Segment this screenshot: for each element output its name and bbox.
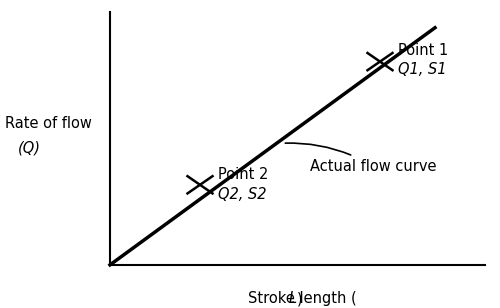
Text: Point 2: Point 2 [218,167,268,181]
Text: Q2, S2: Q2, S2 [218,187,266,202]
Text: Actual flow curve: Actual flow curve [286,143,436,174]
Text: (Q): (Q) [18,140,40,155]
Text: L: L [289,291,297,306]
Text: Rate of flow: Rate of flow [5,116,92,131]
Text: Point 1: Point 1 [398,43,448,58]
Text: Stroke length (: Stroke length ( [248,291,356,306]
Text: Q1, S1: Q1, S1 [398,62,446,77]
Text: ): ) [296,291,302,306]
